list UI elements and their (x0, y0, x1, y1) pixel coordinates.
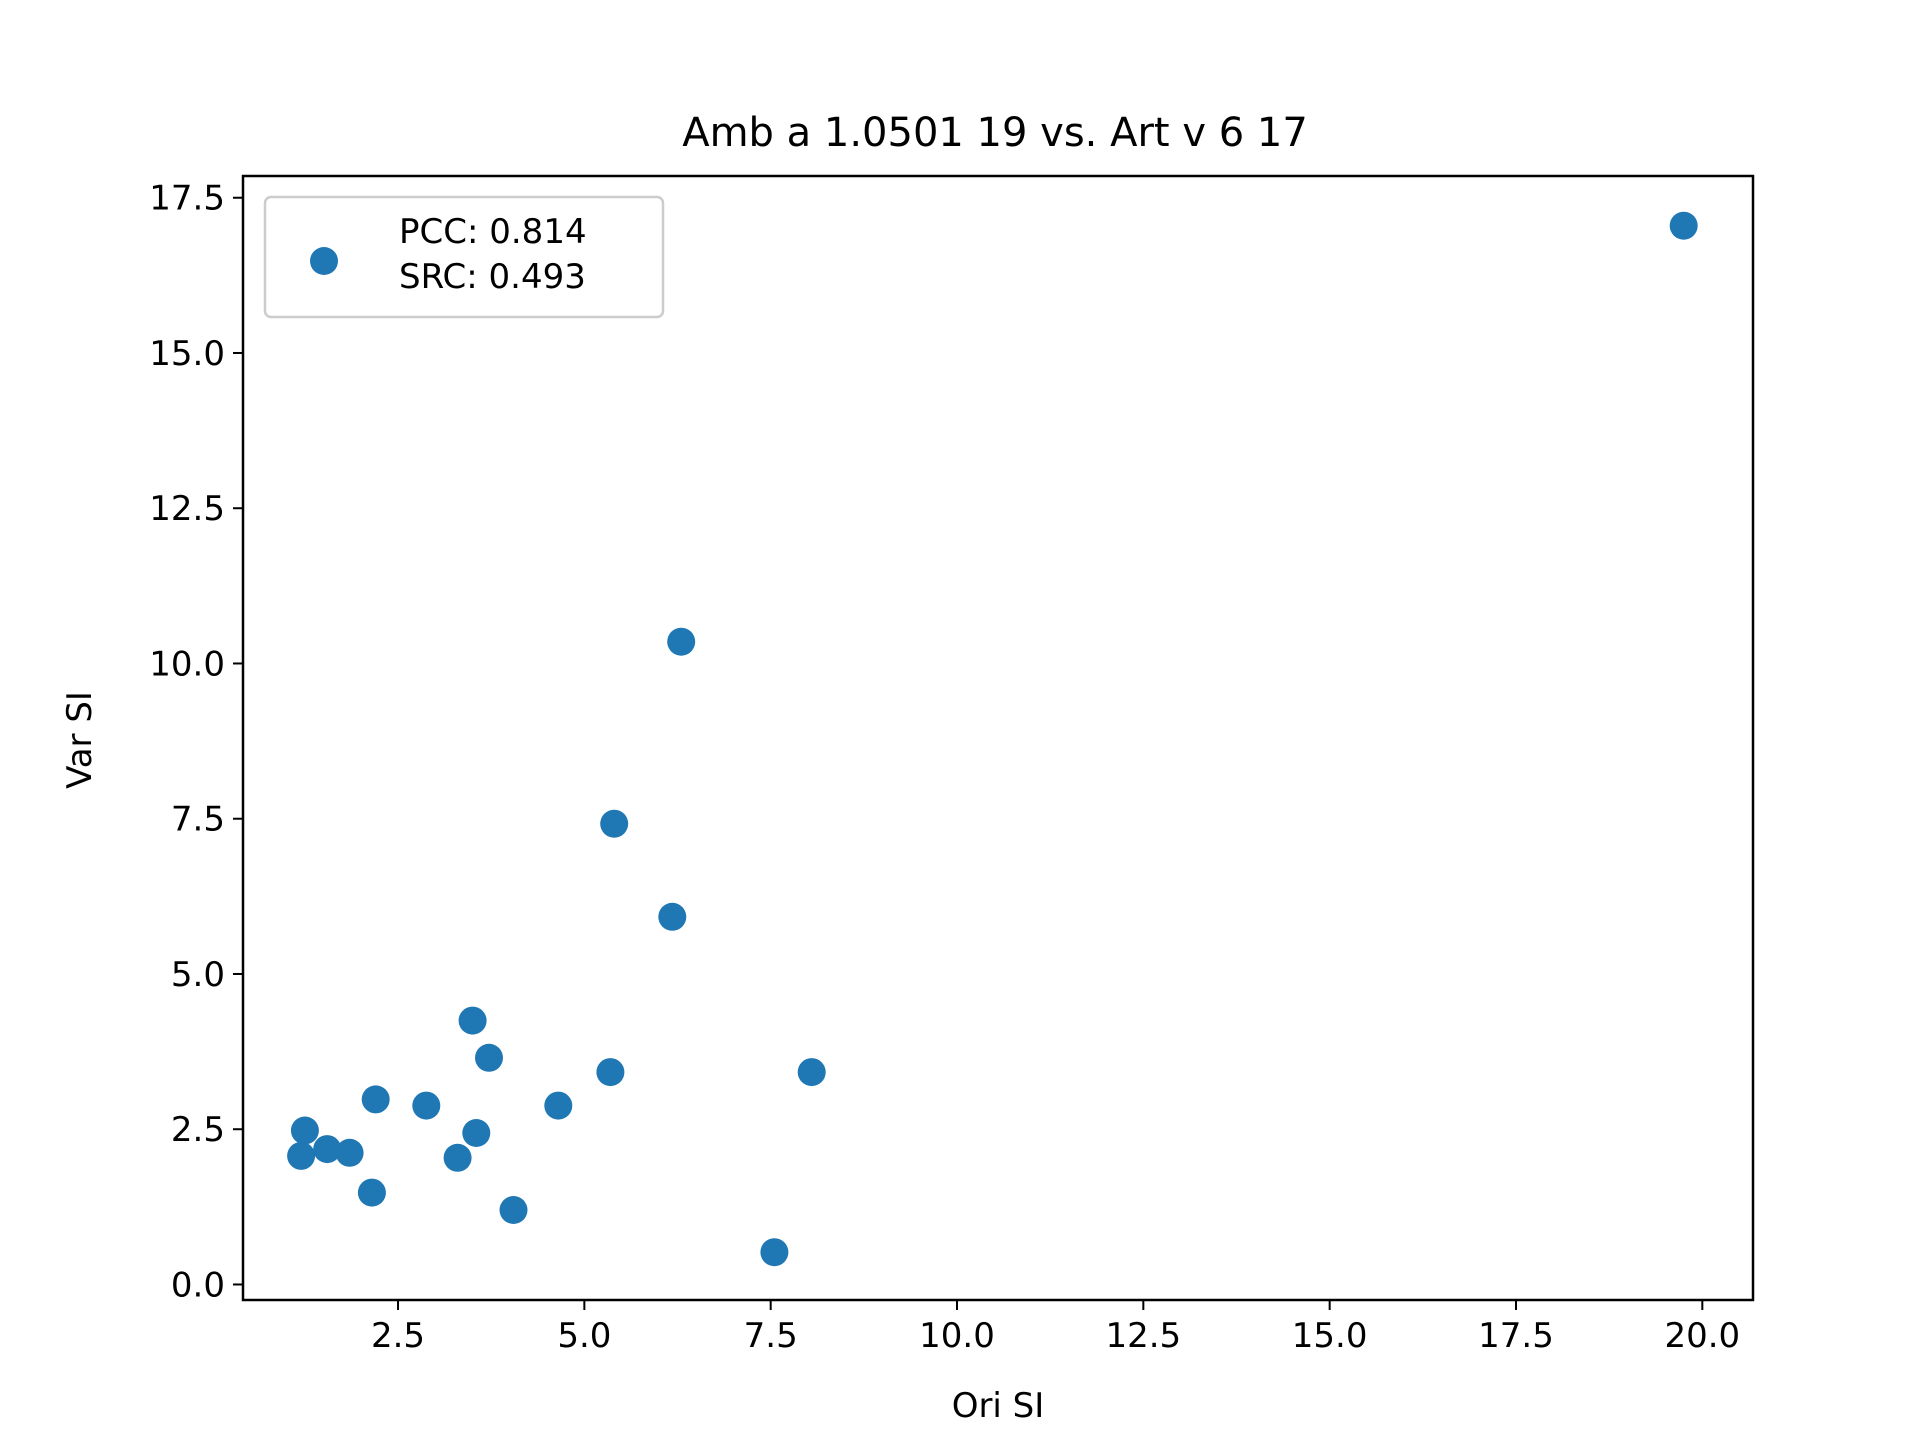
x-tick-label: 15.0 (1292, 1316, 1368, 1356)
legend: PCC: 0.814 SRC: 0.493 (263, 195, 665, 319)
data-point (797, 1058, 826, 1087)
legend-label-src: SRC: 0.493 (399, 257, 586, 297)
data-point (596, 1058, 625, 1087)
data-point (357, 1178, 386, 1207)
y-tick-label: 12.5 (149, 489, 225, 529)
legend-marker (310, 247, 338, 275)
y-tick-label: 0.0 (171, 1265, 225, 1305)
y-tick-label: 17.5 (149, 179, 225, 219)
data-point (499, 1196, 528, 1224)
data-point (458, 1006, 487, 1035)
x-tick-label: 2.5 (371, 1316, 425, 1356)
data-point (443, 1143, 472, 1172)
chart-title: Amb a 1.0501 19 vs. Art v 6 17 (682, 110, 1308, 156)
y-axis-ticks: 0.0 2.5 5.0 7.5 10.0 12.5 15.0 17.5 (149, 179, 243, 1305)
data-point (544, 1091, 573, 1120)
x-tick-label: 17.5 (1478, 1316, 1554, 1356)
legend-box (263, 195, 665, 319)
x-tick-label: 5.0 (557, 1316, 611, 1356)
data-point (760, 1238, 789, 1267)
data-point (290, 1116, 319, 1145)
x-axis-ticks: 2.5 5.0 7.5 10.0 12.5 15.0 17.5 20.0 (371, 1300, 1740, 1356)
data-point (335, 1138, 364, 1167)
x-axis-label: Ori SI (952, 1386, 1045, 1426)
x-tick-label: 10.0 (919, 1316, 995, 1356)
x-tick-label: 12.5 (1105, 1316, 1181, 1356)
data-point (313, 1135, 342, 1164)
plot-area-frame (241, 174, 1755, 1302)
y-axis-label: Var SI (60, 691, 100, 789)
data-point (658, 902, 687, 931)
data-point (287, 1141, 316, 1170)
data-point (667, 627, 696, 656)
data-point (1669, 211, 1698, 240)
y-tick-label: 10.0 (149, 644, 225, 684)
x-tick-label: 7.5 (744, 1316, 798, 1356)
x-tick-label: 20.0 (1664, 1316, 1740, 1356)
y-tick-label: 5.0 (171, 955, 225, 995)
y-tick-label: 15.0 (149, 334, 225, 374)
data-point (600, 809, 629, 838)
data-point (361, 1085, 390, 1114)
data-point (475, 1043, 503, 1072)
legend-label-pcc: PCC: 0.814 (399, 212, 587, 252)
data-point (462, 1119, 491, 1147)
data-point (412, 1091, 441, 1120)
data-points (287, 211, 1698, 1267)
y-tick-label: 7.5 (171, 800, 225, 840)
y-tick-label: 2.5 (171, 1110, 225, 1150)
